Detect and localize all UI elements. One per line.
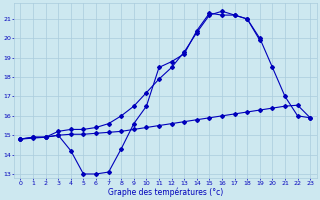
X-axis label: Graphe des températures (°c): Graphe des températures (°c)	[108, 187, 223, 197]
